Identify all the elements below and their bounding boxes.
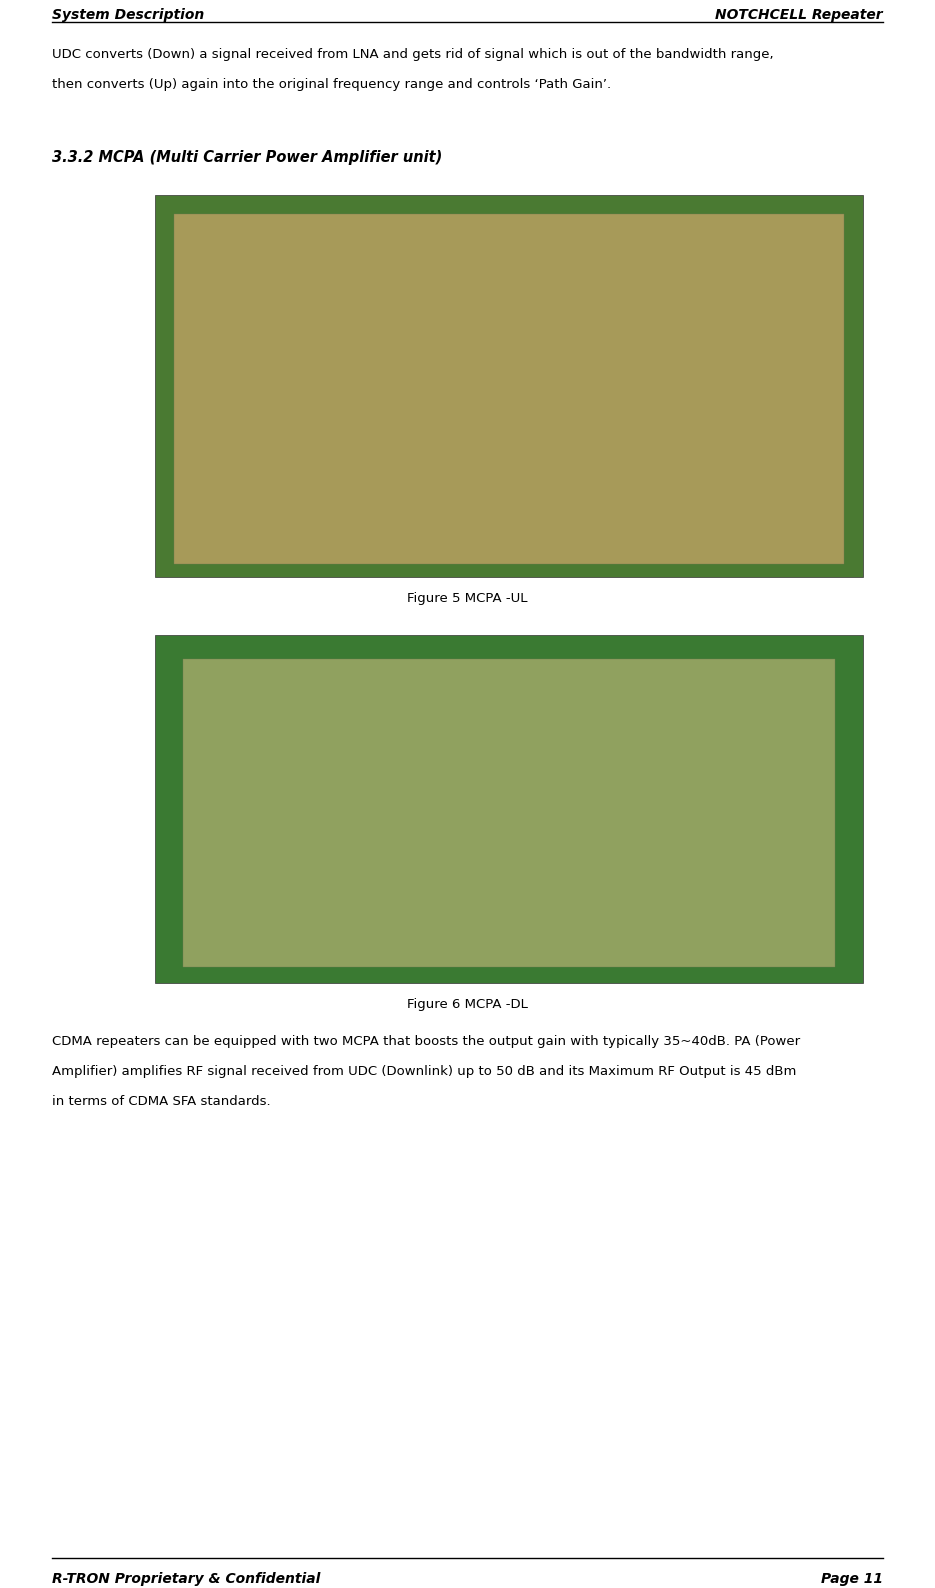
- Text: System Description: System Description: [52, 8, 204, 22]
- Bar: [174, 214, 844, 564]
- Text: Page 11: Page 11: [821, 1572, 883, 1586]
- Bar: [155, 635, 863, 983]
- Bar: [155, 195, 863, 576]
- Text: in terms of CDMA SFA standards.: in terms of CDMA SFA standards.: [52, 1096, 270, 1108]
- Text: CDMA repeaters can be equipped with two MCPA that boosts the output gain with ty: CDMA repeaters can be equipped with two …: [52, 1035, 800, 1048]
- Text: UDC converts (Down) a signal received from LNA and gets rid of signal which is o: UDC converts (Down) a signal received fr…: [52, 48, 773, 60]
- Text: R-TRON Proprietary & Confidential: R-TRON Proprietary & Confidential: [52, 1572, 321, 1586]
- Bar: [183, 659, 835, 967]
- Text: Amplifier) amplifies RF signal received from UDC (Downlink) up to 50 dB and its : Amplifier) amplifies RF signal received …: [52, 1066, 797, 1078]
- Text: NOTCHCELL Repeater: NOTCHCELL Repeater: [715, 8, 883, 22]
- Text: 3.3.2 MCPA (Multi Carrier Power Amplifier unit): 3.3.2 MCPA (Multi Carrier Power Amplifie…: [52, 149, 442, 165]
- Text: then converts (Up) again into the original frequency range and controls ‘Path Ga: then converts (Up) again into the origin…: [52, 78, 611, 91]
- Text: Figure 6 MCPA -DL: Figure 6 MCPA -DL: [407, 997, 528, 1012]
- Text: Figure 5 MCPA -UL: Figure 5 MCPA -UL: [408, 592, 527, 605]
